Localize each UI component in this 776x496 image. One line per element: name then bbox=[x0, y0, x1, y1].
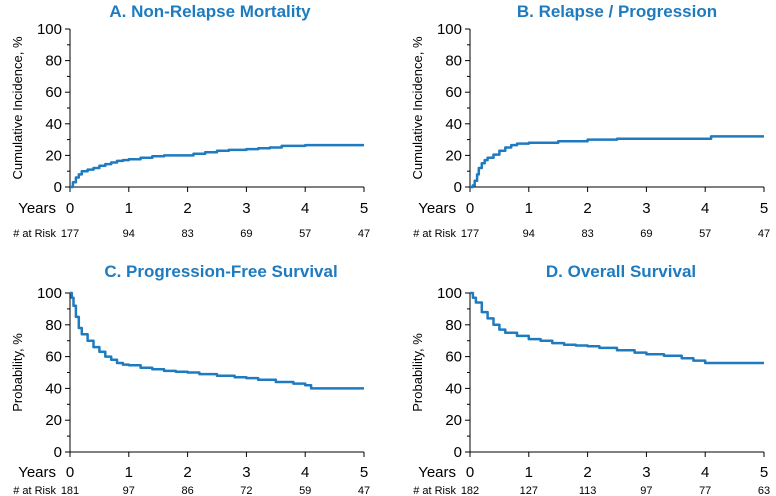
panel-a: A. Non-Relapse Mortality020406080100Cumu… bbox=[10, 2, 370, 240]
x-tick-label: 5 bbox=[360, 200, 368, 217]
y-tick-label: 80 bbox=[45, 317, 62, 334]
x-tick-label: 0 bbox=[66, 200, 74, 217]
y-axis-label: Probability, % bbox=[10, 333, 25, 412]
x-tick-label: 0 bbox=[66, 464, 74, 481]
at-risk-value: 94 bbox=[523, 228, 535, 240]
y-tick-label: 40 bbox=[445, 380, 462, 397]
panel-c-title: C. Progression-Free Survival bbox=[104, 262, 337, 281]
at-risk-value: 94 bbox=[123, 228, 135, 240]
panel-c: C. Progression-Free Survival020406080100… bbox=[10, 262, 370, 496]
x-tick-label: 3 bbox=[642, 464, 650, 481]
at-risk-value: 47 bbox=[758, 228, 770, 240]
y-tick-label: 80 bbox=[45, 53, 62, 70]
y-tick-label: 80 bbox=[445, 317, 462, 334]
x-tick-label: 5 bbox=[360, 464, 368, 481]
x-tick-label: 1 bbox=[125, 464, 133, 481]
y-axis-label: Cumulative Incidence, % bbox=[410, 36, 425, 180]
x-tick-label: 1 bbox=[525, 464, 533, 481]
at-risk-value: 57 bbox=[299, 228, 311, 240]
x-tick-label: 4 bbox=[701, 200, 709, 217]
y-axis-label: Probability, % bbox=[410, 333, 425, 412]
x-tick-label: 4 bbox=[301, 200, 309, 217]
at-risk-label: # at Risk bbox=[413, 485, 456, 496]
curve-a bbox=[70, 143, 364, 189]
y-tick-label: 20 bbox=[445, 147, 462, 164]
y-tick-label: 0 bbox=[54, 444, 62, 461]
curve-d bbox=[470, 291, 764, 365]
at-risk-value: 86 bbox=[181, 485, 193, 496]
at-risk-value: 69 bbox=[240, 228, 252, 240]
panel-d-title: D. Overall Survival bbox=[546, 262, 696, 281]
y-tick-label: 20 bbox=[445, 412, 462, 429]
y-tick-label: 40 bbox=[45, 380, 62, 397]
x-tick-label: 4 bbox=[301, 464, 309, 481]
at-risk-value: 97 bbox=[640, 485, 652, 496]
at-risk-label: # at Risk bbox=[413, 228, 456, 240]
y-tick-label: 60 bbox=[445, 349, 462, 366]
x-axis-label: Years bbox=[418, 464, 456, 481]
curve-c bbox=[70, 291, 364, 390]
panel-a-title: A. Non-Relapse Mortality bbox=[109, 2, 311, 21]
y-tick-label: 40 bbox=[445, 116, 462, 133]
x-tick-label: 3 bbox=[242, 200, 250, 217]
y-tick-label: 80 bbox=[445, 53, 462, 70]
at-risk-value: 83 bbox=[181, 228, 193, 240]
x-tick-label: 2 bbox=[583, 464, 591, 481]
y-tick-label: 100 bbox=[437, 21, 462, 38]
curve-b bbox=[470, 135, 764, 189]
at-risk-value: 177 bbox=[461, 228, 479, 240]
y-tick-label: 20 bbox=[45, 147, 62, 164]
at-risk-value: 83 bbox=[581, 228, 593, 240]
at-risk-value: 72 bbox=[240, 485, 252, 496]
at-risk-value: 69 bbox=[640, 228, 652, 240]
x-tick-label: 2 bbox=[183, 464, 191, 481]
y-tick-label: 0 bbox=[454, 179, 462, 196]
panel-d: D. Overall Survival020406080100Probabili… bbox=[410, 262, 770, 496]
y-tick-label: 40 bbox=[45, 116, 62, 133]
y-tick-label: 0 bbox=[54, 179, 62, 196]
panel-b: B. Relapse / Progression020406080100Cumu… bbox=[410, 2, 770, 240]
x-tick-label: 3 bbox=[642, 200, 650, 217]
x-tick-label: 2 bbox=[183, 200, 191, 217]
at-risk-label: # at Risk bbox=[13, 228, 56, 240]
x-tick-label: 1 bbox=[125, 200, 133, 217]
x-axis-label: Years bbox=[18, 200, 56, 217]
y-tick-label: 60 bbox=[45, 349, 62, 366]
y-tick-label: 100 bbox=[437, 285, 462, 302]
x-tick-label: 5 bbox=[760, 464, 768, 481]
at-risk-value: 47 bbox=[358, 228, 370, 240]
at-risk-value: 77 bbox=[699, 485, 711, 496]
x-tick-label: 5 bbox=[760, 200, 768, 217]
x-tick-label: 0 bbox=[466, 464, 474, 481]
at-risk-value: 57 bbox=[699, 228, 711, 240]
x-tick-label: 4 bbox=[701, 464, 709, 481]
x-axis-label: Years bbox=[18, 464, 56, 481]
at-risk-value: 63 bbox=[758, 485, 770, 496]
y-tick-label: 60 bbox=[45, 84, 62, 101]
y-tick-label: 60 bbox=[445, 84, 462, 101]
x-tick-label: 3 bbox=[242, 464, 250, 481]
x-tick-label: 0 bbox=[466, 200, 474, 217]
panel-b-title: B. Relapse / Progression bbox=[517, 2, 717, 21]
at-risk-value: 47 bbox=[358, 485, 370, 496]
x-tick-label: 2 bbox=[583, 200, 591, 217]
y-tick-label: 100 bbox=[37, 285, 62, 302]
at-risk-value: 177 bbox=[61, 228, 79, 240]
x-tick-label: 1 bbox=[525, 200, 533, 217]
y-tick-label: 0 bbox=[454, 444, 462, 461]
at-risk-value: 59 bbox=[299, 485, 311, 496]
x-axis-label: Years bbox=[418, 200, 456, 217]
y-tick-label: 20 bbox=[45, 412, 62, 429]
y-tick-label: 100 bbox=[37, 21, 62, 38]
at-risk-value: 127 bbox=[520, 485, 538, 496]
at-risk-value: 182 bbox=[461, 485, 479, 496]
at-risk-value: 113 bbox=[579, 485, 597, 496]
at-risk-value: 181 bbox=[61, 485, 79, 496]
at-risk-label: # at Risk bbox=[13, 485, 56, 496]
y-axis-label: Cumulative Incidence, % bbox=[10, 36, 25, 180]
at-risk-value: 97 bbox=[123, 485, 135, 496]
